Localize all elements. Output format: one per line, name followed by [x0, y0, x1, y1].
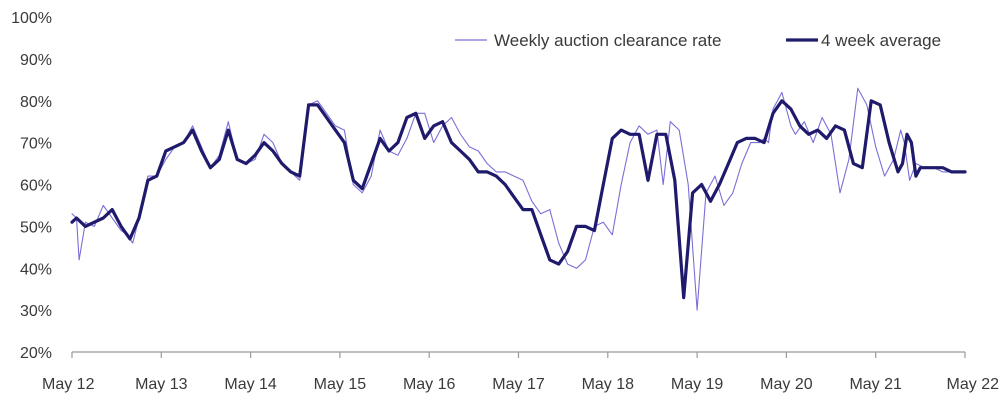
x-tick-label: May 19: [671, 376, 724, 393]
series-line-4-week-average: [70, 99, 967, 300]
x-tick-label: May 22: [947, 376, 1000, 393]
y-tick-label: 100%: [11, 10, 52, 27]
y-axis: 20% 30% 40% 50% 60% 70% 80% 90% 100%: [11, 10, 52, 362]
legend: Weekly auction clearance rate 4 week aver…: [455, 31, 941, 50]
series-line-weekly-clearance: [71, 87, 966, 311]
x-tick-label: May 17: [492, 376, 545, 393]
x-tick-label: May 12: [42, 376, 95, 393]
x-tick-label: May 15: [314, 376, 367, 393]
y-tick-label: 70%: [20, 136, 52, 153]
legend-label-weekly: Weekly auction clearance rate: [494, 31, 721, 50]
y-tick-label: 90%: [20, 52, 52, 69]
x-axis: May 12 May 13 May 14 May 15 May 16 May 17 May …: [42, 351, 1000, 393]
x-tick-label: May 14: [224, 376, 277, 393]
x-tick-label: May 13: [135, 376, 188, 393]
x-tick-label: May 18: [582, 376, 635, 393]
y-tick-label: 40%: [20, 261, 52, 278]
x-tick-label: May 16: [403, 376, 456, 393]
x-tick-label: May 21: [849, 376, 902, 393]
y-tick-label: 60%: [20, 178, 52, 195]
y-tick-label: 50%: [20, 219, 52, 236]
x-tick-label: May 20: [760, 376, 813, 393]
series-lines: [70, 87, 967, 311]
y-tick-label: 20%: [20, 345, 52, 362]
y-tick-label: 30%: [20, 303, 52, 320]
legend-label-average: 4 week average: [821, 31, 941, 50]
y-tick-label: 80%: [20, 94, 52, 111]
